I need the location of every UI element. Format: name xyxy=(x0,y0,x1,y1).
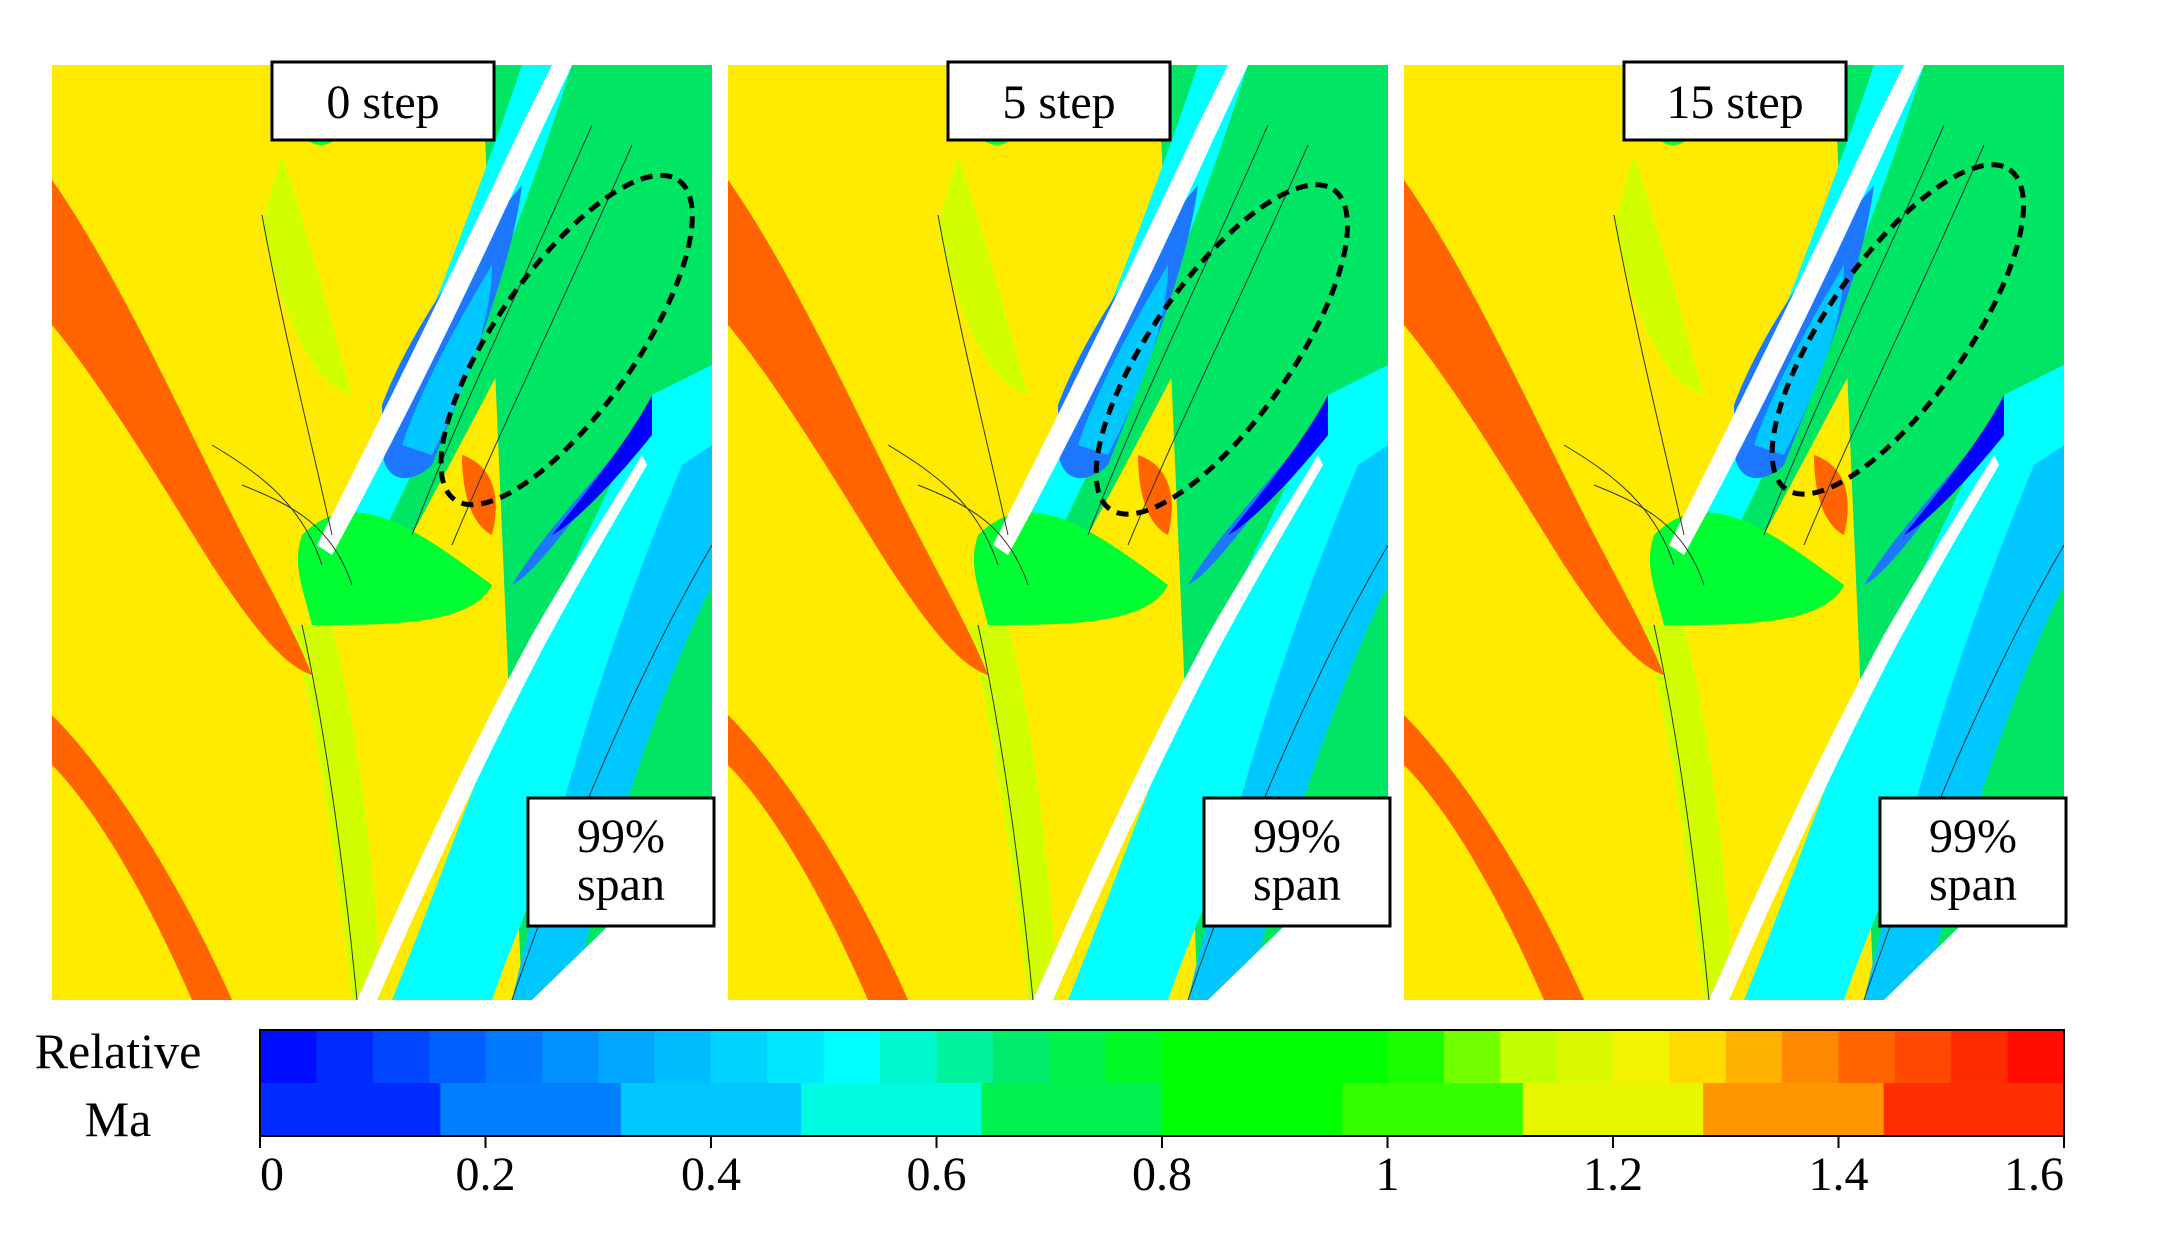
colorbar-coarse-cell xyxy=(1342,1083,1524,1136)
colorbar-fine-cell xyxy=(598,1030,656,1083)
colorbar-fine-cell xyxy=(429,1030,486,1083)
colorbar-tick-label: 0.6 xyxy=(907,1148,967,1201)
colorbar-fine-cell xyxy=(485,1030,543,1083)
highlight-ellipse xyxy=(1769,162,2027,497)
colorbar-fine-cell xyxy=(316,1030,374,1083)
highlight-ellipse xyxy=(1093,182,1351,517)
colorbar-fine-cell xyxy=(654,1030,712,1083)
colorbar-fine-cell xyxy=(880,1030,937,1083)
highlight-ellipse xyxy=(438,172,695,508)
colorbar-fine-strip xyxy=(260,1030,2065,1083)
colorbar-tick-label: 1.4 xyxy=(1809,1148,1869,1201)
colorbar-tick-label: 0 xyxy=(260,1148,284,1201)
step-label-box-1: 0 step xyxy=(270,60,496,142)
span-word: span xyxy=(1929,858,2017,911)
colorbar-fine-cell xyxy=(1105,1030,1163,1083)
span-percent: 99% xyxy=(1253,810,1341,863)
colorbar-coarse-cell xyxy=(440,1083,622,1136)
step-label-box-2: 5 step xyxy=(946,60,1172,142)
colorbar-coarse-cell xyxy=(1522,1083,1704,1136)
colorbar-tick-label: 1 xyxy=(1376,1148,1400,1201)
colorbar-tick-label: 0.8 xyxy=(1132,1148,1192,1201)
colorbar: Relative Ma 0 0.2 0.4 0.6 0.8 1 1.2 1.4 1.6 xyxy=(35,1023,2065,1201)
colorbar-tick-label: 1.2 xyxy=(1583,1148,1643,1201)
colorbar-coarse-cell xyxy=(801,1083,983,1136)
colorbar-fine-cell xyxy=(1782,1030,1839,1083)
span-word: span xyxy=(577,858,665,911)
span-percent: 99% xyxy=(577,810,665,863)
span-label-box-2: 99% span xyxy=(1202,796,1392,928)
step-label: 5 step xyxy=(1002,76,1115,129)
colorbar-fine-cell xyxy=(1894,1030,1952,1083)
colorbar-fine-cell xyxy=(260,1030,317,1083)
colorbar-fine-cell xyxy=(1162,1030,1219,1083)
span-word: span xyxy=(1253,858,1341,911)
colorbar-fine-cell xyxy=(936,1030,994,1083)
colorbar-tick-label: 1.6 xyxy=(2004,1148,2064,1201)
colorbar-fine-cell xyxy=(1387,1030,1445,1083)
colorbar-fine-cell xyxy=(992,1030,1050,1083)
colorbar-fine-cell xyxy=(711,1030,768,1083)
colorbar-coarse-cell xyxy=(1703,1083,1885,1136)
contour-panel-1 xyxy=(52,65,712,1000)
colorbar-fine-cell xyxy=(1443,1030,1501,1083)
colorbar-fine-cell xyxy=(1951,1030,2009,1083)
colorbar-fine-cell xyxy=(372,1030,430,1083)
colorbar-coarse-cell xyxy=(1883,1083,2065,1136)
colorbar-fine-cell xyxy=(1331,1030,1388,1083)
colorbar-tick-label: 0.2 xyxy=(456,1148,516,1201)
step-label: 15 step xyxy=(1666,76,1803,129)
colorbar-fine-cell xyxy=(1049,1030,1107,1083)
colorbar-coarse-cell xyxy=(1162,1083,1343,1136)
colorbar-fine-cell xyxy=(1725,1030,1783,1083)
colorbar-fine-cell xyxy=(2007,1030,2065,1083)
colorbar-coarse-cell xyxy=(260,1083,441,1136)
colorbar-fine-cell xyxy=(1838,1030,1896,1083)
contour-panel-2 xyxy=(728,65,1388,1000)
colorbar-coarse-cell xyxy=(620,1083,802,1136)
span-percent: 99% xyxy=(1929,810,2017,863)
colorbar-coarse-strip xyxy=(260,1083,2065,1136)
step-label: 0 step xyxy=(326,76,439,129)
colorbar-coarse-cell xyxy=(981,1083,1163,1136)
colorbar-fine-cell xyxy=(1613,1030,1670,1083)
contour-panel-3 xyxy=(1404,65,2064,1000)
colorbar-fine-cell xyxy=(1218,1030,1276,1083)
colorbar-fine-cell xyxy=(1556,1030,1614,1083)
colorbar-tick-label: 0.4 xyxy=(681,1148,741,1201)
colorbar-fine-cell xyxy=(1274,1030,1332,1083)
colorbar-fine-cell xyxy=(541,1030,599,1083)
colorbar-fine-cell xyxy=(823,1030,881,1083)
span-label-box-1: 99% span xyxy=(526,796,716,928)
colorbar-title-line1: Relative xyxy=(35,1023,202,1079)
span-label-box-3: 99% span xyxy=(1878,796,2068,928)
colorbar-fine-cell xyxy=(1500,1030,1558,1083)
colorbar-fine-cell xyxy=(1669,1030,1727,1083)
colorbar-title-line2: Ma xyxy=(85,1091,152,1147)
step-label-box-3: 15 step xyxy=(1622,60,1848,142)
colorbar-ticks: 0 0.2 0.4 0.6 0.8 1 1.2 1.4 1.6 xyxy=(259,1136,2065,1201)
colorbar-fine-cell xyxy=(767,1030,825,1083)
